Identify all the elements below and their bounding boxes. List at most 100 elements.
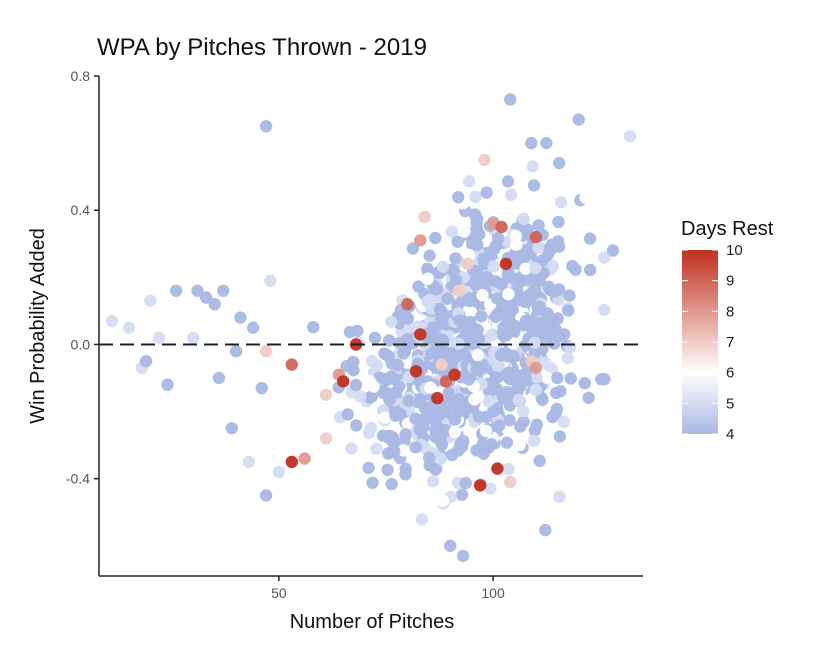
- scatter-point: [480, 186, 493, 199]
- scatter-point: [471, 238, 484, 251]
- scatter-point: [448, 368, 461, 381]
- scatter-point: [234, 311, 247, 324]
- scatter-point: [470, 222, 484, 236]
- scatter-point: [554, 196, 568, 209]
- scatter-point: [212, 371, 226, 385]
- scatter-point: [530, 418, 543, 431]
- scatter-point: [530, 370, 543, 384]
- scatter-point: [583, 232, 597, 245]
- scatter-point: [502, 366, 515, 380]
- scatter-point: [484, 482, 497, 495]
- ticks-layer: 0.8 0.4 0.0 -0.4 50 100: [66, 68, 505, 601]
- scatter-point: [582, 391, 595, 404]
- scatter-point: [527, 179, 541, 192]
- scatter-point: [397, 347, 410, 360]
- scatter-point: [351, 324, 364, 338]
- points-layer: [105, 93, 637, 563]
- scatter-point: [561, 352, 574, 365]
- scatter-point: [429, 463, 442, 476]
- scatter-point: [522, 315, 536, 328]
- scatter-point: [381, 463, 394, 476]
- scatter-point: [409, 441, 422, 454]
- scatter-point: [426, 475, 440, 488]
- scatter-point: [491, 462, 504, 475]
- scatter-point: [504, 93, 517, 106]
- scatter-point: [439, 375, 453, 388]
- scatter-point: [429, 493, 442, 506]
- scatter-point: [489, 371, 503, 384]
- scatter-point: [487, 243, 500, 256]
- scatter-point: [606, 244, 620, 257]
- scatter-point: [475, 310, 488, 323]
- scatter-point: [497, 321, 510, 334]
- scatter-point: [459, 327, 473, 340]
- scatter-point: [496, 389, 509, 403]
- scatter-point: [384, 446, 398, 459]
- scatter-point: [389, 409, 402, 422]
- scatter-point: [319, 432, 333, 445]
- scatter-point: [499, 257, 513, 271]
- scatter-point: [187, 331, 200, 344]
- scatter-point: [122, 321, 136, 334]
- scatter-point: [341, 408, 354, 421]
- scatter-point: [259, 489, 273, 502]
- scatter-point: [397, 444, 410, 457]
- scatter-point: [540, 371, 553, 384]
- scatter-point: [436, 260, 450, 273]
- scatter-point: [464, 315, 477, 329]
- scatter-point: [452, 191, 465, 204]
- scatter-point: [532, 241, 545, 254]
- scatter-point: [444, 539, 457, 552]
- legend-tick-label: 7: [726, 334, 734, 351]
- scatter-point: [465, 306, 478, 319]
- scatter-point: [337, 375, 350, 388]
- scatter-point: [191, 284, 204, 297]
- scatter-point: [449, 252, 462, 265]
- scatter-point: [336, 290, 350, 303]
- scatter-point: [539, 523, 552, 537]
- scatter-point: [307, 320, 320, 334]
- scatter-point: [435, 438, 449, 451]
- scatter-point: [595, 373, 608, 386]
- scatter-point: [466, 337, 479, 350]
- scatter-point: [391, 358, 405, 372]
- scatter-point: [514, 420, 527, 433]
- legend-tick-label: 5: [726, 395, 734, 412]
- scatter-point: [451, 235, 464, 248]
- scatter-point: [509, 229, 522, 243]
- scatter-point: [502, 462, 515, 476]
- scatter-point: [477, 252, 490, 265]
- scatter-point: [380, 348, 393, 361]
- scatter-point: [551, 371, 564, 385]
- scatter-point: [425, 332, 438, 345]
- scatter-point: [526, 160, 539, 173]
- scatter-point: [208, 298, 221, 311]
- scatter-point: [521, 223, 534, 236]
- scatter-point: [489, 310, 502, 324]
- scatter-point: [105, 314, 119, 328]
- scatter-point: [423, 249, 436, 262]
- scatter-point: [259, 345, 273, 358]
- scatter-point: [518, 250, 531, 263]
- scatter-point: [345, 442, 358, 455]
- scatter-point: [491, 231, 505, 245]
- scatter-point: [370, 442, 383, 455]
- scatter-point: [434, 303, 447, 316]
- scatter-point: [470, 264, 484, 278]
- scatter-point: [476, 438, 489, 451]
- scatter-point: [161, 378, 174, 391]
- scatter-point: [380, 373, 393, 387]
- scatter-point: [445, 448, 459, 462]
- scatter-point: [399, 428, 412, 441]
- scatter-point: [529, 230, 543, 244]
- scatter-point: [471, 323, 484, 337]
- scatter-point: [347, 355, 360, 369]
- scatter-point: [421, 272, 434, 285]
- scatter-point: [409, 365, 423, 378]
- legend-title: Days Rest: [681, 218, 774, 240]
- scatter-point: [512, 393, 525, 407]
- scatter-point: [395, 308, 408, 321]
- scatter-point: [527, 434, 541, 448]
- scatter-point: [504, 475, 517, 489]
